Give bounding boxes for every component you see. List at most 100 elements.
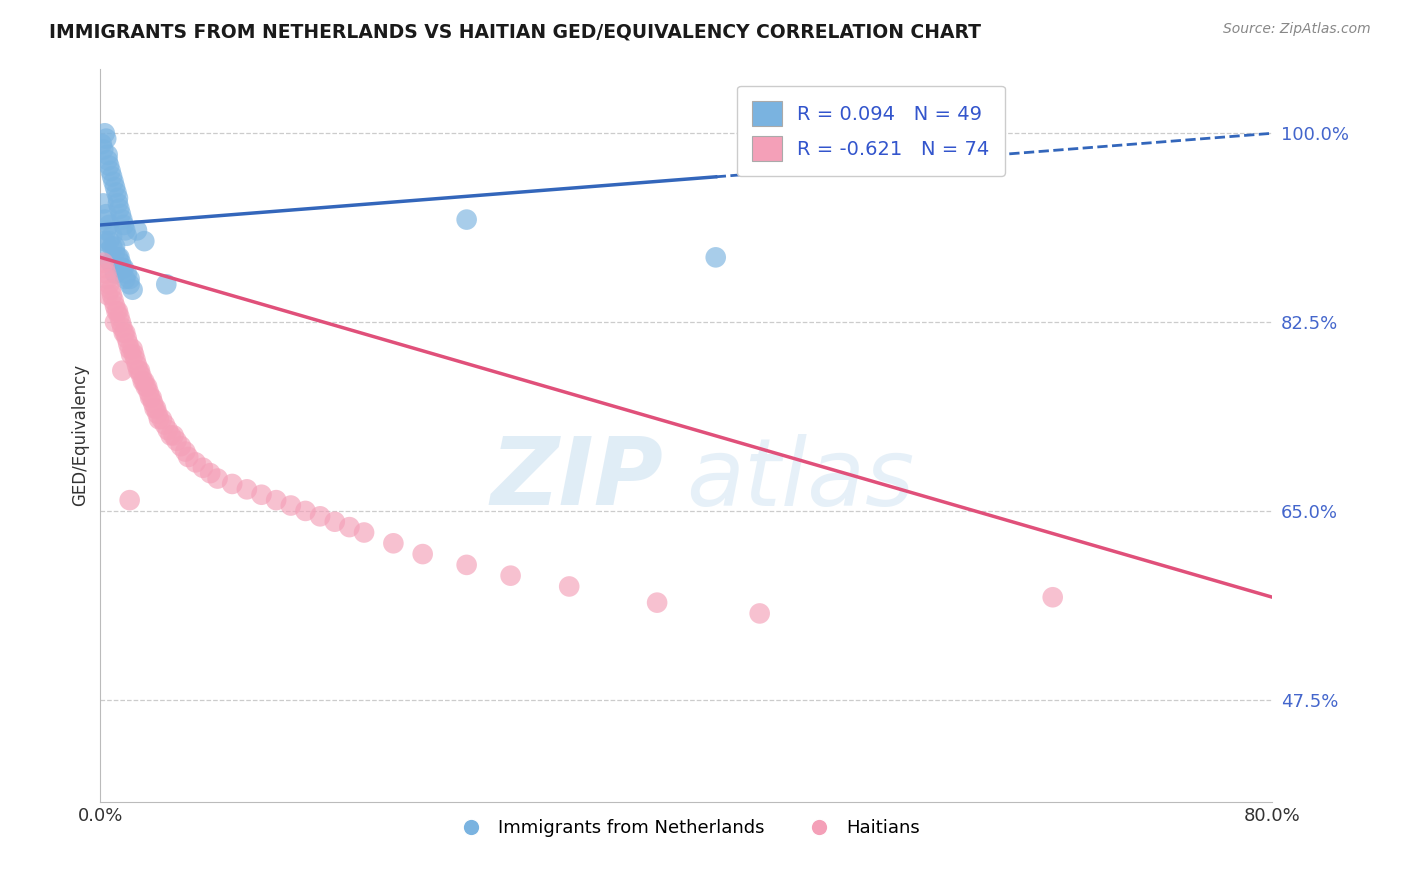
Point (125, 223, 148, 237)
Point (118, 493, 141, 508)
Point (127, 364, 149, 378)
Point (156, 423, 179, 437)
Point (166, 434, 188, 448)
Point (280, 499, 302, 513)
Point (323, 515, 346, 529)
Point (104, 299, 127, 313)
Point (96, 131, 118, 145)
Point (124, 352, 146, 367)
Point (98, 277, 121, 292)
Point (200, 466, 222, 480)
Point (134, 234, 156, 248)
Point (236, 483, 259, 497)
Point (101, 228, 124, 243)
Point (162, 428, 184, 442)
Point (309, 509, 332, 524)
Point (141, 391, 163, 405)
Point (108, 251, 131, 265)
Point (177, 450, 200, 464)
Point (93, 234, 115, 248)
Point (558, 579, 581, 593)
Point (136, 380, 159, 394)
Point (112, 261, 135, 276)
Point (115, 267, 138, 281)
Point (135, 380, 157, 394)
Point (120, 347, 142, 361)
Point (142, 396, 165, 410)
Point (191, 460, 214, 475)
Point (104, 239, 127, 253)
Point (100, 283, 122, 297)
Point (138, 385, 160, 400)
Point (118, 342, 141, 356)
Point (111, 320, 134, 334)
Point (111, 364, 134, 378)
Point (456, 212, 478, 227)
Point (155, 277, 177, 292)
Point (115, 331, 138, 345)
Point (117, 336, 139, 351)
Point (97, 272, 120, 286)
Point (129, 364, 152, 378)
Point (121, 283, 143, 297)
Point (105, 186, 128, 200)
Point (382, 536, 405, 550)
Point (107, 304, 129, 318)
Point (96, 267, 118, 281)
Point (105, 304, 128, 318)
Point (159, 428, 181, 442)
Point (250, 488, 273, 502)
Point (115, 228, 138, 243)
Point (96, 223, 118, 237)
Point (146, 407, 169, 421)
Point (148, 412, 170, 426)
Point (101, 239, 124, 253)
Point (122, 347, 145, 361)
Point (456, 558, 478, 572)
Point (104, 315, 127, 329)
Text: ZIP: ZIP (491, 434, 664, 525)
Point (264, 493, 287, 508)
Point (118, 277, 141, 292)
Point (112, 218, 135, 232)
Point (90, 136, 112, 151)
Point (91, 256, 114, 270)
Point (748, 607, 770, 621)
Point (96, 207, 118, 221)
Point (112, 326, 135, 340)
Point (111, 261, 134, 276)
Point (139, 391, 162, 405)
Point (207, 471, 229, 485)
Text: atlas: atlas (686, 434, 915, 524)
Point (121, 342, 143, 356)
Point (100, 164, 122, 178)
Point (98, 218, 121, 232)
Point (170, 439, 193, 453)
Point (134, 375, 156, 389)
Point (110, 256, 132, 270)
Point (353, 525, 375, 540)
Point (108, 202, 131, 216)
Point (108, 310, 131, 324)
Point (98, 159, 121, 173)
Point (107, 251, 129, 265)
Point (98, 234, 121, 248)
Point (114, 223, 136, 237)
Point (184, 455, 207, 469)
Point (93, 261, 115, 276)
Point (132, 375, 155, 389)
Point (111, 212, 134, 227)
Point (645, 596, 668, 610)
Point (101, 169, 124, 184)
Point (110, 207, 132, 221)
Point (153, 417, 176, 432)
Point (97, 148, 120, 162)
Point (104, 244, 127, 259)
Point (125, 358, 148, 372)
Point (97, 244, 120, 259)
Point (150, 412, 173, 426)
Point (91, 196, 114, 211)
Point (103, 293, 125, 308)
Point (100, 256, 122, 270)
Point (93, 212, 115, 227)
